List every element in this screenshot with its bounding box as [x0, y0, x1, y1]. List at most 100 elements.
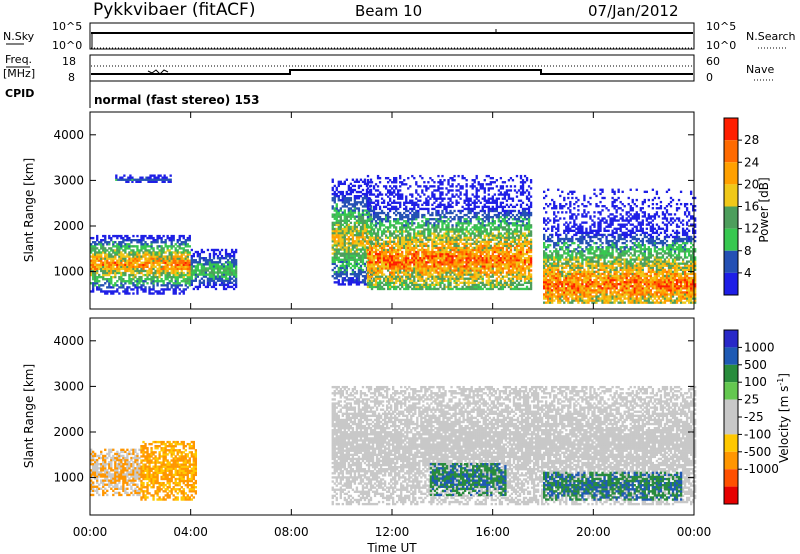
power-cell [467, 273, 470, 276]
power-cell [477, 220, 480, 223]
power-cell [90, 267, 93, 271]
power-cell [407, 220, 410, 223]
power-cell [104, 267, 107, 271]
power-cell [469, 287, 472, 291]
power-cell [513, 236, 517, 239]
power-cell [200, 281, 204, 284]
power-cell [120, 284, 123, 287]
power-cell [475, 201, 478, 204]
power-cell [433, 283, 436, 287]
power-cell [463, 287, 466, 291]
power-cell [128, 259, 131, 262]
power-cell [172, 236, 175, 240]
power-cell [112, 245, 115, 248]
power-cell [445, 267, 448, 270]
power-cell [485, 283, 488, 287]
power-cell [355, 272, 359, 276]
power-cell [511, 261, 515, 264]
power-cell [337, 215, 340, 218]
power-cell [335, 192, 338, 196]
power-cell [521, 211, 525, 215]
power-cell [353, 279, 357, 282]
power-cell [108, 251, 111, 254]
power-cell [164, 259, 167, 262]
power-cell [124, 261, 127, 264]
power-cell [471, 269, 474, 272]
power-cell [108, 271, 111, 275]
power-cell [449, 281, 452, 284]
power-cell [331, 258, 334, 261]
power-cell [114, 271, 117, 275]
power-cell [435, 189, 438, 192]
power-cell [339, 207, 342, 210]
power-cell [196, 252, 200, 256]
power-cell [465, 281, 468, 284]
power-cell [148, 286, 151, 289]
power-cell [471, 279, 474, 282]
power-cell [405, 230, 408, 233]
power-cell [411, 281, 414, 284]
power-cell [407, 254, 410, 258]
power-cell [331, 275, 334, 278]
power-cell [461, 261, 464, 264]
power-cell [366, 267, 370, 270]
power-cell [198, 279, 202, 282]
power-cell [178, 255, 181, 258]
power-cell [455, 234, 458, 237]
power-cell [511, 238, 515, 241]
power-cell [359, 248, 363, 251]
power-cell [164, 267, 167, 271]
power-cell [405, 279, 408, 282]
power-cell [368, 263, 372, 266]
power-cell [473, 252, 476, 256]
power-cell [382, 283, 386, 287]
power-cell [413, 244, 416, 248]
power-cell [124, 255, 127, 258]
power-cell [128, 251, 131, 254]
power-cell [160, 245, 163, 248]
power-cell [382, 277, 386, 280]
power-cell [397, 197, 400, 200]
power-cell [214, 248, 218, 252]
power-cell [469, 209, 472, 213]
power-cell [405, 285, 408, 289]
power-cell [90, 247, 93, 250]
power-cell [501, 181, 505, 184]
power-cell [453, 232, 456, 235]
power-cell [142, 243, 145, 246]
power-cell [138, 249, 141, 252]
power-cell [186, 243, 189, 246]
power-cell [439, 230, 442, 233]
power-cell [343, 242, 346, 245]
power-cell [415, 246, 418, 250]
power-cell [390, 269, 394, 272]
power-cell [341, 248, 344, 251]
power-cell [451, 236, 454, 239]
power-cell [357, 194, 361, 198]
power-cell [405, 244, 408, 248]
power-cell [94, 241, 97, 244]
power-cell [164, 271, 167, 275]
power-cell [415, 211, 418, 215]
power-cell [411, 213, 414, 217]
power-cell [345, 246, 349, 249]
power-cell [475, 228, 478, 231]
power-cell [403, 211, 406, 215]
power-cell [505, 283, 509, 287]
power-cell [453, 259, 456, 262]
power-cell [333, 254, 336, 257]
power-cell [445, 242, 448, 246]
power-cell [335, 281, 338, 284]
power-cell [397, 230, 400, 233]
power-cell [397, 275, 400, 278]
power-cell [427, 283, 430, 287]
power-cell [419, 283, 422, 287]
power-cell [335, 221, 338, 225]
power-cell [335, 250, 338, 253]
power-cell [357, 190, 361, 194]
power-cell [413, 250, 416, 254]
power-cell [423, 279, 426, 282]
power-cell [100, 257, 103, 260]
power-cell [469, 234, 472, 237]
power-cell [409, 185, 412, 188]
